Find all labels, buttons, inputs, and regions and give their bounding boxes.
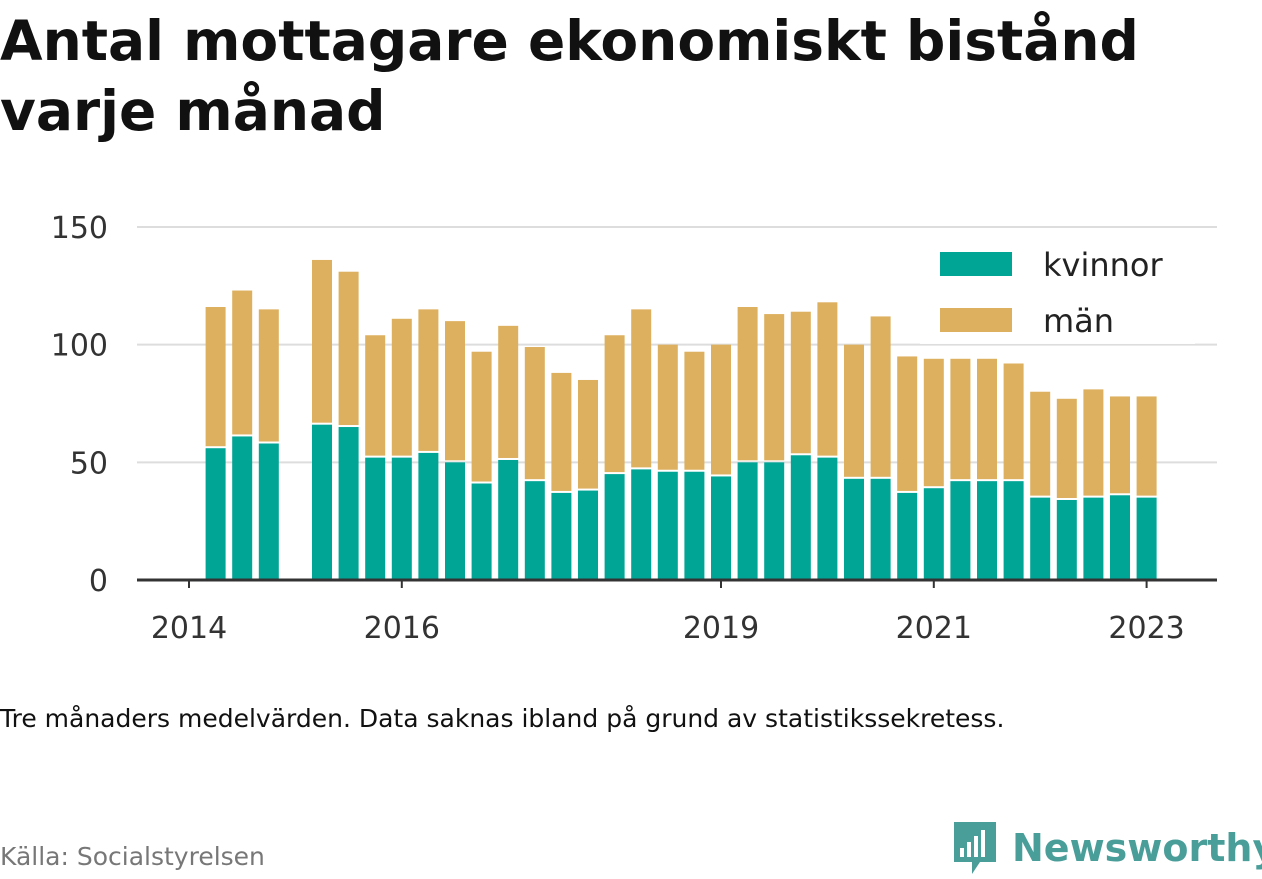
x-tick-label: 2016 [364, 611, 440, 646]
bar-man [338, 271, 359, 426]
y-tick-label: 150 [51, 211, 108, 246]
bar-kvinnor [817, 457, 838, 580]
bar-man [391, 318, 412, 456]
bar-kvinnor [205, 448, 226, 580]
bar-kvinnor [498, 459, 519, 580]
bar-kvinnor [604, 474, 625, 580]
brand-name: Newsworthy [1012, 826, 1262, 870]
bar-man [258, 309, 279, 442]
bar-man [551, 372, 572, 491]
bar-man [1030, 391, 1051, 496]
bar-man [1083, 389, 1104, 496]
bar-man [1056, 398, 1077, 498]
bar-kvinnor [471, 483, 492, 580]
bar-kvinnor [737, 462, 758, 580]
bar-kvinnor [1083, 497, 1104, 580]
bar-kvinnor [764, 462, 785, 580]
bar-man [631, 309, 652, 468]
bar-kvinnor [897, 492, 918, 580]
bar-man [365, 335, 386, 456]
newsworthy-logo: Newsworthy [950, 818, 1262, 878]
bar-man [232, 290, 253, 435]
bar-kvinnor [923, 488, 944, 580]
bar-kvinnor [844, 478, 864, 580]
legend-swatch [940, 252, 1012, 276]
bar-man [923, 358, 944, 487]
bar-man [950, 358, 971, 480]
bar-kvinnor [258, 443, 279, 580]
x-tick-label: 2023 [1108, 611, 1184, 646]
source-text: Källa: Socialstyrelsen [0, 842, 265, 871]
bar-kvinnor [631, 469, 652, 580]
bar-kvinnor [1056, 499, 1077, 580]
bar-kvinnor [1136, 497, 1157, 580]
bar-man [870, 316, 891, 477]
legend: kvinnor män [920, 236, 1195, 344]
stacked-bar-chart: 0 50 100 150 2014 2016 2019 2021 2023 kvinnor mä… [51, 211, 1217, 646]
legend-label: män [1043, 302, 1114, 340]
bar-man [684, 351, 705, 470]
bars [205, 259, 1157, 580]
bar-kvinnor [1110, 495, 1130, 580]
bar-man [524, 347, 545, 480]
bar-kvinnor [365, 457, 386, 580]
x-tick-label: 2014 [151, 611, 227, 646]
bar-man [844, 344, 864, 477]
y-axis-ticks: 0 50 100 150 [51, 211, 108, 599]
bar-kvinnor [578, 490, 598, 580]
bar-man [578, 379, 598, 489]
bar-man [205, 307, 226, 447]
bar-man [471, 351, 492, 482]
bar-man [445, 321, 465, 461]
y-tick-label: 50 [70, 446, 108, 481]
bar-kvinnor [1030, 497, 1051, 580]
bar-kvinnor [524, 481, 545, 580]
x-tick-label: 2021 [896, 611, 972, 646]
bar-kvinnor [950, 481, 971, 580]
y-tick-label: 0 [89, 564, 108, 599]
bar-kvinnor [232, 436, 253, 580]
bar-kvinnor [312, 424, 332, 580]
bar-kvinnor [551, 492, 572, 580]
bar-man [1003, 363, 1024, 480]
chart-note: Tre månaders medelvärden. Data saknas ib… [0, 704, 1005, 733]
bar-man [604, 335, 625, 473]
legend-label: kvinnor [1043, 246, 1164, 284]
bar-kvinnor [657, 471, 678, 580]
legend-swatch [940, 308, 1012, 332]
bar-man [764, 314, 785, 461]
bar-man [657, 344, 678, 470]
x-tick-label: 2019 [683, 611, 759, 646]
bar-man [498, 325, 519, 458]
x-axis-ticks: 2014 2016 2019 2021 2023 [151, 580, 1185, 646]
bar-man [897, 356, 918, 491]
bar-kvinnor [790, 455, 811, 580]
bar-man [977, 358, 997, 480]
bar-kvinnor [977, 481, 997, 580]
bar-kvinnor [870, 478, 891, 580]
bar-kvinnor [445, 462, 465, 580]
bar-man [711, 344, 731, 475]
bar-kvinnor [1003, 481, 1024, 580]
bar-kvinnor [391, 457, 412, 580]
y-tick-label: 100 [51, 329, 108, 364]
bar-kvinnor [418, 452, 439, 580]
bar-man [1136, 396, 1157, 496]
bar-man [790, 311, 811, 454]
bar-man [312, 259, 332, 423]
bar-man [1110, 396, 1130, 494]
bar-chart-icon [954, 822, 996, 874]
bar-man [817, 302, 838, 456]
bar-man [418, 309, 439, 451]
chart-title: Antal mottagare ekonomiskt bistånd varje… [0, 9, 1139, 143]
bar-kvinnor [711, 476, 731, 580]
bar-kvinnor [684, 471, 705, 580]
bar-man [737, 307, 758, 461]
bar-kvinnor [338, 427, 359, 580]
